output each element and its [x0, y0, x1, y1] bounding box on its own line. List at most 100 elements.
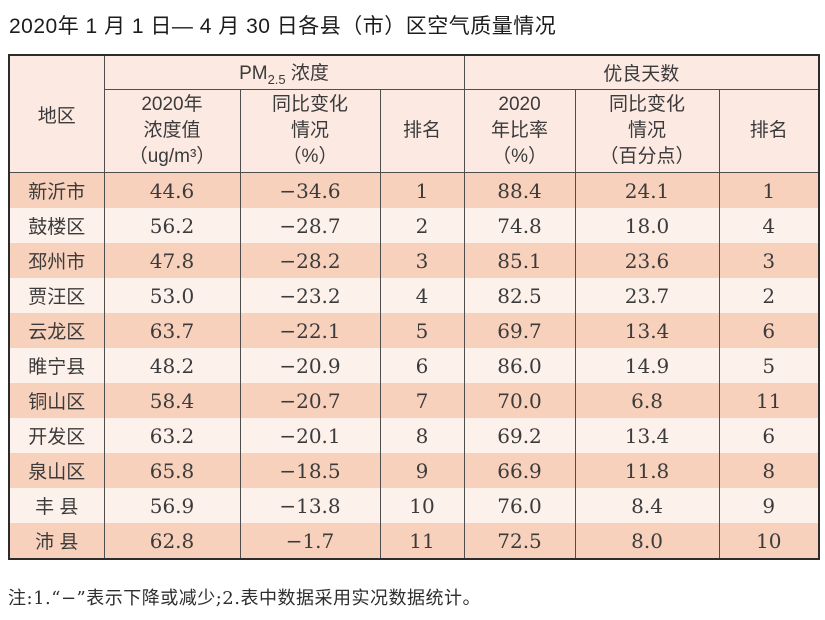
- good-change-cell: 14.9: [574, 348, 720, 383]
- pm-value-cell: 63.2: [103, 418, 241, 453]
- good-ratio-cell: 72.5: [463, 523, 576, 559]
- pm-change-cell: −18.5: [239, 453, 381, 488]
- header-group-pm25: PM2.5 浓度: [103, 55, 465, 90]
- pm-change-cell: −1.7: [239, 523, 381, 559]
- good-rank-cell: 6: [718, 313, 820, 348]
- pm-value-cell: 56.2: [103, 208, 241, 243]
- good-rank-cell: 8: [718, 453, 820, 488]
- good-ratio-cell: 76.0: [463, 488, 576, 523]
- good-ratio-cell: 74.8: [463, 208, 576, 243]
- good-change-cell: 11.8: [574, 453, 720, 488]
- pm-change-cell: −20.7: [239, 383, 381, 418]
- pm-value-cell: 44.6: [103, 172, 241, 208]
- table-row: 鼓楼区 56.2 −28.7 2 74.8 18.0 4: [8, 208, 820, 243]
- pm-rank-cell: 7: [379, 383, 465, 418]
- good-ratio-cell: 85.1: [463, 243, 576, 278]
- good-rank-cell: 2: [718, 278, 820, 313]
- pm-rank-cell: 9: [379, 453, 465, 488]
- table-row: 沛 县 62.8 −1.7 11 72.5 8.0 10: [8, 523, 820, 559]
- pm-value-cell: 56.9: [103, 488, 241, 523]
- pm-value-cell: 53.0: [103, 278, 241, 313]
- good-rank-cell: 10: [718, 523, 820, 559]
- pm-change-cell: −23.2: [239, 278, 381, 313]
- pm-value-cell: 62.8: [103, 523, 241, 559]
- good-ratio-cell: 86.0: [463, 348, 576, 383]
- pm-change-cell: −22.1: [239, 313, 381, 348]
- pm-value-cell: 47.8: [103, 243, 241, 278]
- table-row: 丰 县 56.9 −13.8 10 76.0 8.4 9: [8, 488, 820, 523]
- pm-value-cell: 48.2: [103, 348, 241, 383]
- region-cell: 泉山区: [8, 453, 105, 488]
- good-rank-cell: 6: [718, 418, 820, 453]
- region-cell: 睢宁县: [8, 348, 105, 383]
- header-good-ratio: 2020 年比率 （%）: [463, 89, 576, 173]
- header-pm-value: 2020年 浓度值 （ug/m³）: [103, 89, 241, 173]
- header-pm-change: 同比变化 情况 （%）: [239, 89, 381, 173]
- pm-value-cell: 65.8: [103, 453, 241, 488]
- good-rank-cell: 5: [718, 348, 820, 383]
- good-rank-cell: 1: [718, 172, 820, 208]
- good-change-cell: 6.8: [574, 383, 720, 418]
- table-row: 新沂市 44.6 −34.6 1 88.4 24.1 1: [8, 172, 820, 208]
- region-cell: 鼓楼区: [8, 208, 105, 243]
- pm-rank-cell: 2: [379, 208, 465, 243]
- pm-rank-cell: 1: [379, 172, 465, 208]
- table-body: 新沂市 44.6 −34.6 1 88.4 24.1 1 鼓楼区 56.2 −2…: [8, 172, 820, 559]
- table-row: 云龙区 63.7 −22.1 5 69.7 13.4 6: [8, 313, 820, 348]
- good-change-cell: 23.6: [574, 243, 720, 278]
- good-change-cell: 23.7: [574, 278, 720, 313]
- pm-rank-cell: 3: [379, 243, 465, 278]
- region-cell: 新沂市: [8, 172, 105, 208]
- air-quality-table: 地区 PM2.5 浓度 优良天数 2020年 浓度值 （ug/m³） 同比变化 …: [8, 54, 821, 560]
- pm-rank-cell: 8: [379, 418, 465, 453]
- pm-rank-cell: 10: [379, 488, 465, 523]
- table-row: 贾汪区 53.0 −23.2 4 82.5 23.7 2: [8, 278, 820, 313]
- header-group-good-days: 优良天数: [463, 55, 820, 90]
- pm-change-cell: −20.1: [239, 418, 381, 453]
- pm-change-cell: −13.8: [239, 488, 381, 523]
- good-change-cell: 8.4: [574, 488, 720, 523]
- pm-change-cell: −28.7: [239, 208, 381, 243]
- pm25-prefix: PM: [239, 63, 268, 84]
- good-ratio-cell: 69.7: [463, 313, 576, 348]
- region-cell: 丰 县: [8, 488, 105, 523]
- header-good-rank: 排名: [718, 89, 820, 173]
- page-title: 2020年 1 月 1 日— 4 月 30 日各县（市）区空气质量情况: [9, 15, 557, 38]
- footnote: 注:1.“−”表示下降或减少;2.表中数据采用实况数据统计。: [8, 588, 481, 609]
- header-region: 地区: [8, 55, 105, 173]
- table-row: 开发区 63.2 −20.1 8 69.2 13.4 6: [8, 418, 820, 453]
- pm-change-cell: −28.2: [239, 243, 381, 278]
- good-rank-cell: 9: [718, 488, 820, 523]
- table-row: 铜山区 58.4 −20.7 7 70.0 6.8 11: [8, 383, 820, 418]
- table-header: 地区 PM2.5 浓度 优良天数 2020年 浓度值 （ug/m³） 同比变化 …: [8, 55, 820, 173]
- pm-value-cell: 63.7: [103, 313, 241, 348]
- good-change-cell: 13.4: [574, 313, 720, 348]
- pm-rank-cell: 5: [379, 313, 465, 348]
- header-group-row: 地区 PM2.5 浓度 优良天数: [8, 55, 820, 173]
- good-change-cell: 24.1: [574, 172, 720, 208]
- header-good-change: 同比变化 情况 （百分点）: [574, 89, 720, 173]
- header-pm-rank: 排名: [379, 89, 465, 173]
- good-ratio-cell: 66.9: [463, 453, 576, 488]
- header-sub-row: 2020年 浓度值 （ug/m³） 同比变化 情况 （%） 排名 2020 年比…: [9, 89, 820, 173]
- pm-rank-cell: 6: [379, 348, 465, 383]
- good-rank-cell: 3: [718, 243, 820, 278]
- good-ratio-cell: 88.4: [463, 172, 576, 208]
- pm25-suffix: 浓度: [285, 63, 329, 84]
- region-cell: 邳州市: [8, 243, 105, 278]
- region-cell: 铜山区: [8, 383, 105, 418]
- good-ratio-cell: 82.5: [463, 278, 576, 313]
- region-cell: 开发区: [8, 418, 105, 453]
- pm-value-cell: 58.4: [103, 383, 241, 418]
- good-ratio-cell: 70.0: [463, 383, 576, 418]
- pm-rank-cell: 11: [379, 523, 465, 559]
- good-rank-cell: 4: [718, 208, 820, 243]
- good-rank-cell: 11: [718, 383, 820, 418]
- pm25-subscript: 2.5: [267, 72, 286, 87]
- good-change-cell: 8.0: [574, 523, 720, 559]
- table-row: 睢宁县 48.2 −20.9 6 86.0 14.9 5: [8, 348, 820, 383]
- good-ratio-cell: 69.2: [463, 418, 576, 453]
- region-cell: 贾汪区: [8, 278, 105, 313]
- good-change-cell: 13.4: [574, 418, 720, 453]
